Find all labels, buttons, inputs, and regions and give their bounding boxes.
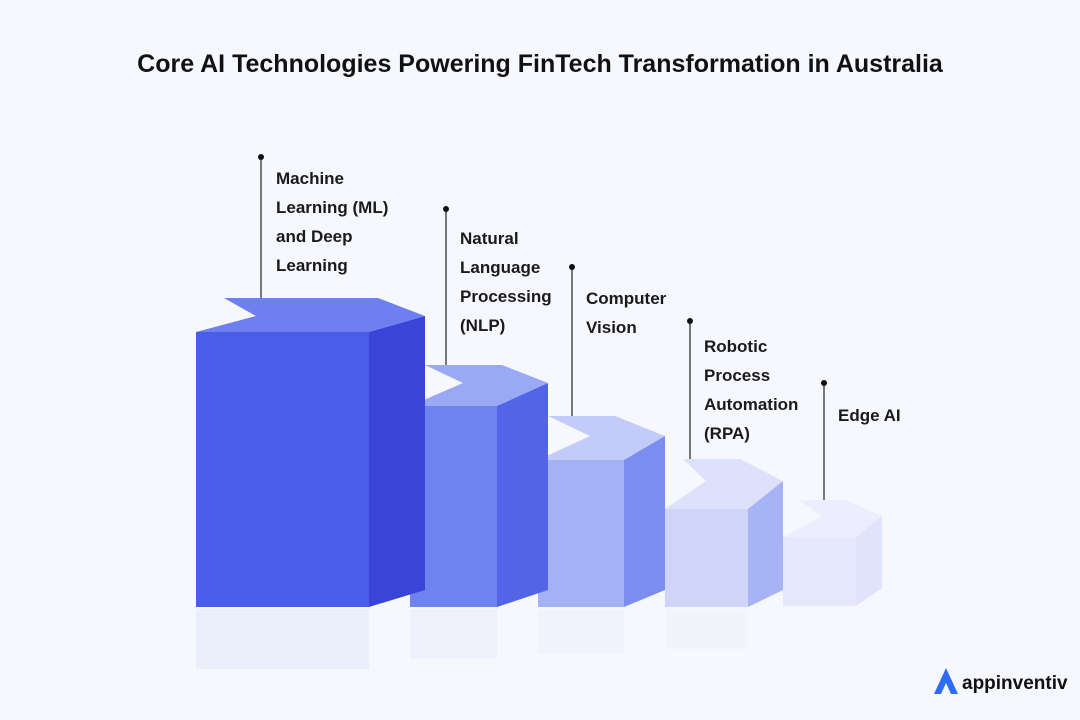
item-label: Edge AI bbox=[838, 406, 901, 425]
label-line: Computer bbox=[586, 289, 667, 308]
label-line: and Deep bbox=[276, 227, 353, 246]
pins bbox=[258, 154, 827, 500]
label-line: Processing bbox=[460, 287, 552, 306]
block bbox=[665, 459, 783, 607]
item-label: Machine Learning (ML) and Deep Learning bbox=[276, 169, 388, 275]
label-line: Robotic bbox=[704, 337, 767, 356]
label-line: (RPA) bbox=[704, 424, 750, 443]
block bbox=[538, 416, 665, 607]
reflection bbox=[196, 609, 748, 669]
label-line: Process bbox=[704, 366, 770, 385]
label-line: Machine bbox=[276, 169, 344, 188]
item-label: Computer Vision bbox=[586, 289, 667, 337]
label-line: Automation bbox=[704, 395, 798, 414]
item-label: Natural Language Processing (NLP) bbox=[460, 229, 552, 335]
label-line: Natural bbox=[460, 229, 519, 248]
block bbox=[196, 298, 425, 607]
label-line: Edge AI bbox=[838, 406, 901, 425]
label-line: (NLP) bbox=[460, 316, 505, 335]
labels: Machine Learning (ML) and Deep Learning Natu… bbox=[276, 169, 901, 443]
block bbox=[410, 365, 548, 607]
label-line: Vision bbox=[586, 318, 637, 337]
label-line: Language bbox=[460, 258, 540, 277]
label-line: Learning bbox=[276, 256, 348, 275]
logo: appinventiv bbox=[934, 668, 1068, 694]
label-line: Learning (ML) bbox=[276, 198, 388, 217]
item-label: Robotic Process Automation (RPA) bbox=[704, 337, 798, 443]
title: Core AI Technologies Powering FinTech Tr… bbox=[137, 50, 944, 78]
logo-text: appinventiv bbox=[962, 673, 1068, 694]
block bbox=[783, 500, 882, 606]
